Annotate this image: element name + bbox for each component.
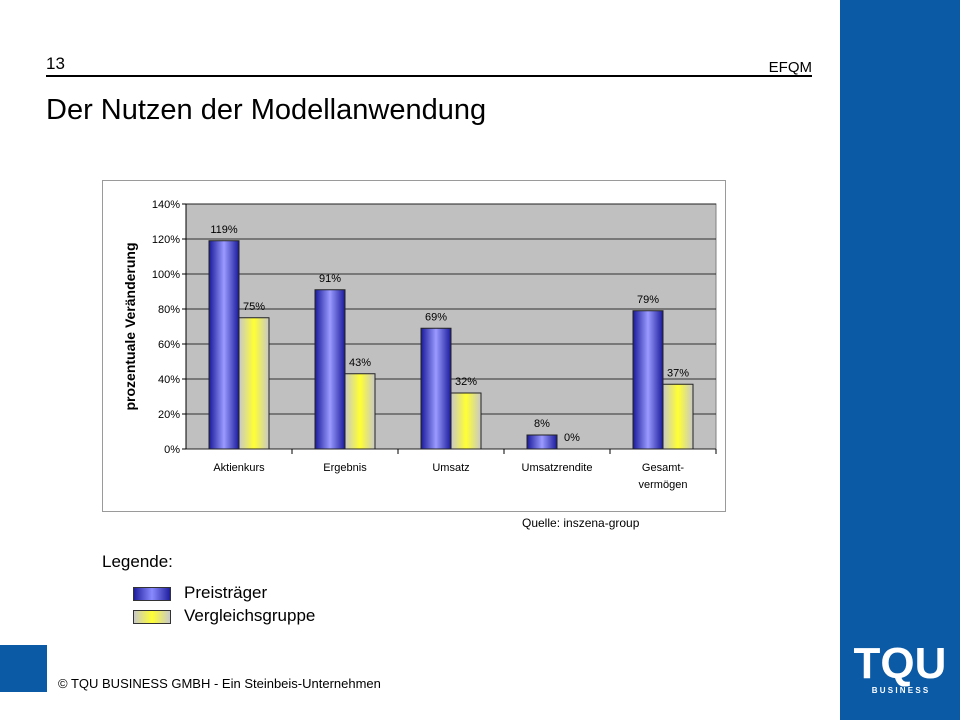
x-tick-label: Umsatzrendite [522, 462, 593, 474]
data-label: 43% [349, 357, 371, 369]
footer-square [0, 645, 47, 692]
y-tick-label: 20% [158, 409, 180, 421]
slide-title: Der Nutzen der Modellanwendung [46, 94, 487, 126]
brand-sidebar [840, 0, 960, 720]
bar [420, 327, 452, 450]
bar [632, 310, 664, 450]
data-label: 75% [243, 301, 265, 313]
page-number: 13 [46, 54, 65, 73]
logo-sub-text: B U S I N E S S [872, 686, 929, 695]
legend-swatch-preistraeger [133, 587, 171, 601]
logo-main-text: TQU [854, 639, 947, 688]
bar [450, 392, 482, 450]
x-tick-label: Ergebnis [323, 462, 367, 474]
x-tick-label: Gesamt-vermögen [639, 462, 688, 491]
legend-swatch-vergleichsgruppe [133, 610, 171, 624]
tqu-logo: TQU B U S I N E S S [854, 639, 947, 695]
x-tick-label: Aktienkurs [213, 462, 265, 474]
y-tick-label: 0% [164, 444, 180, 456]
y-tick-label: 100% [152, 269, 180, 281]
footer-copyright: © TQU BUSINESS GMBH - Ein Steinbeis-Unte… [58, 676, 381, 691]
bar [344, 373, 376, 450]
data-label: 91% [319, 273, 341, 285]
legend-title: Legende: [102, 552, 173, 571]
y-tick-label: 60% [158, 339, 180, 351]
y-axis-label: prozentuale Veränderung [122, 242, 138, 410]
y-tick-label: 120% [152, 234, 180, 246]
y-tick-label: 80% [158, 304, 180, 316]
legend-label-preistraeger: Preisträger [184, 583, 268, 602]
data-label: 37% [667, 367, 689, 379]
bar [526, 434, 558, 450]
x-tick-label: Umsatz [432, 462, 469, 474]
bar [314, 289, 346, 450]
legend-label-vergleichsgruppe: Vergleichsgruppe [184, 606, 316, 625]
bar [662, 383, 694, 450]
bar-chart: 0% 20% 40% 60% 80% 100% 120% 140% prozentuale Ve… [122, 199, 717, 491]
chart-source: Quelle: inszena-group [522, 516, 640, 530]
data-label: 0% [564, 432, 580, 444]
bar [208, 240, 240, 450]
bar [238, 317, 270, 450]
data-label: 69% [425, 311, 447, 323]
data-label: 79% [637, 294, 659, 306]
data-label: 119% [210, 224, 238, 236]
y-tick-label: 140% [152, 199, 180, 211]
header-divider [46, 75, 812, 77]
data-label: 32% [455, 376, 477, 388]
y-tick-label: 40% [158, 374, 180, 386]
chart-container: 0% 20% 40% 60% 80% 100% 120% 140% prozentuale Ve… [102, 180, 726, 512]
header-label: EFQM [768, 59, 812, 76]
data-label: 8% [534, 418, 550, 430]
